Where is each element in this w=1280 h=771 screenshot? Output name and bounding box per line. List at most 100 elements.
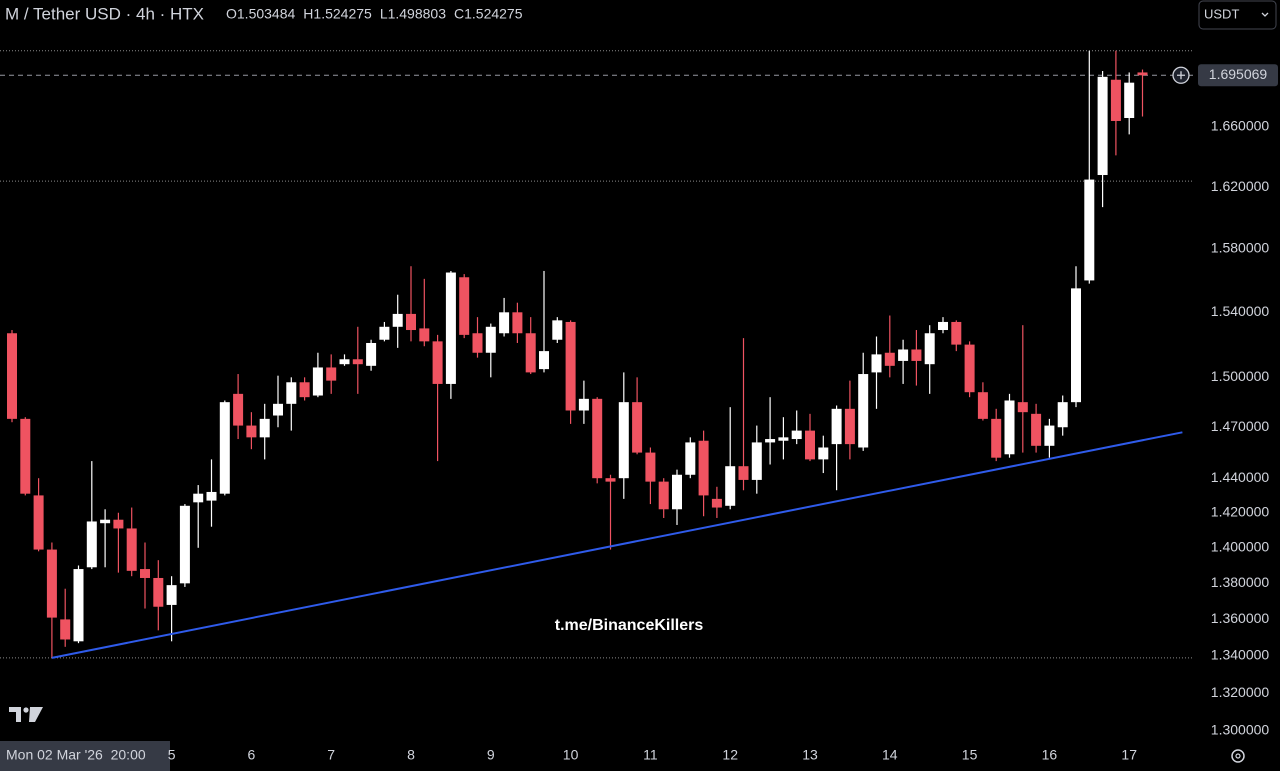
candle-body	[711, 498, 722, 508]
candle-body	[339, 359, 350, 365]
y-tick-label: 1.420000	[1211, 503, 1270, 519]
candle-body	[1084, 179, 1095, 281]
currency-label: USDT	[1204, 6, 1239, 21]
candle-body	[499, 312, 510, 334]
candle-body	[658, 481, 669, 510]
candle-body	[246, 425, 257, 438]
ohlc-value: C1.524275	[454, 6, 523, 22]
candle-body	[725, 466, 736, 506]
watermark: t.me/BinanceKillers	[555, 617, 704, 634]
candle-body	[73, 569, 84, 642]
candle-body	[565, 321, 576, 411]
candle-body	[844, 408, 855, 445]
y-tick-label: 1.400000	[1211, 538, 1270, 554]
ohlc-header: O1.503484 H1.524275 L1.498803 C1.524275	[226, 6, 523, 22]
y-tick-label: 1.660000	[1211, 118, 1270, 134]
crosshair-label: Mon 02 Mar '26 20:00	[6, 747, 146, 763]
candle-body	[1004, 400, 1015, 455]
current-price-label: 1.695069	[1209, 66, 1268, 82]
x-tick-label: 14	[882, 747, 898, 763]
candle-body	[1044, 425, 1055, 446]
y-tick-label: 1.380000	[1211, 574, 1270, 590]
candle-body	[179, 505, 190, 584]
x-tick-label: 5	[168, 747, 176, 763]
candle-body	[166, 585, 177, 605]
candle-body	[153, 577, 164, 607]
candle-body	[552, 320, 563, 340]
trendline	[51, 431, 1183, 659]
candle-body	[299, 382, 310, 398]
candle-body	[366, 342, 377, 366]
candle-body	[632, 402, 643, 453]
candle-body	[898, 349, 909, 361]
add-alert-plus	[1177, 71, 1185, 80]
candle-body	[858, 374, 869, 448]
candle-body	[911, 349, 922, 361]
candle-body	[485, 326, 496, 353]
candle-body	[525, 333, 536, 373]
candle-body	[140, 569, 150, 578]
x-tick-label: 11	[643, 747, 658, 763]
candle-body	[871, 354, 882, 373]
candle-body	[645, 452, 656, 482]
y-tick-label: 1.540000	[1211, 303, 1270, 319]
x-tick-label: 6	[248, 747, 256, 763]
candle-body	[1017, 402, 1028, 413]
candle-body	[46, 549, 57, 618]
candle-body	[698, 440, 709, 496]
y-tick-label: 1.500000	[1211, 368, 1270, 384]
candle-body	[286, 382, 297, 404]
candle-body	[605, 478, 616, 482]
candle-body	[791, 430, 802, 440]
candle-body	[618, 402, 629, 479]
candle-body	[206, 491, 217, 501]
candle-body	[1137, 72, 1148, 76]
candle-body	[113, 519, 124, 529]
candle-body	[672, 474, 682, 510]
candle-body	[459, 277, 470, 335]
candle-body	[1110, 79, 1121, 121]
candle-body	[991, 418, 1002, 458]
candle-body	[7, 333, 17, 419]
x-tick-label: 10	[563, 747, 579, 763]
candle-body	[977, 392, 988, 419]
candle-body	[20, 418, 31, 494]
candle-body	[445, 272, 456, 384]
x-tick-label: 9	[487, 747, 495, 763]
settings-icon[interactable]	[1231, 749, 1245, 763]
crosshair-box	[0, 741, 170, 771]
y-tick-label: 1.320000	[1211, 684, 1270, 700]
tradingview-logo	[9, 707, 43, 722]
candle-body	[392, 313, 403, 327]
x-tick-label: 8	[407, 747, 415, 763]
ohlc-value: O1.503484	[226, 6, 295, 22]
candle-body	[273, 403, 283, 416]
ohlc-value: H1.524275	[303, 6, 372, 22]
plot-area	[0, 50, 1193, 659]
candle-body	[126, 528, 137, 571]
x-tick-label: 17	[1121, 747, 1137, 763]
candle-body	[1071, 288, 1081, 403]
candle-body	[884, 352, 895, 366]
candle-body	[379, 326, 390, 340]
candle-body	[259, 418, 270, 438]
currency-dropdown[interactable]	[1198, 0, 1277, 30]
candle-body	[60, 619, 71, 640]
candle-body	[406, 313, 416, 331]
candle-body	[1031, 413, 1042, 446]
candle-body	[578, 398, 589, 411]
y-tick-label: 1.340000	[1211, 647, 1270, 663]
candle-body	[818, 447, 829, 460]
y-tick-label: 1.440000	[1211, 469, 1270, 485]
candle-body	[432, 341, 443, 384]
candle-body	[86, 521, 97, 568]
x-tick-label: 13	[802, 747, 818, 763]
y-tick-label: 1.360000	[1211, 610, 1270, 626]
candle-body	[738, 466, 749, 480]
candle-body	[539, 351, 549, 370]
candle-body	[1057, 402, 1068, 428]
y-tick-label: 1.470000	[1211, 418, 1270, 434]
price-label-box	[1198, 64, 1278, 87]
